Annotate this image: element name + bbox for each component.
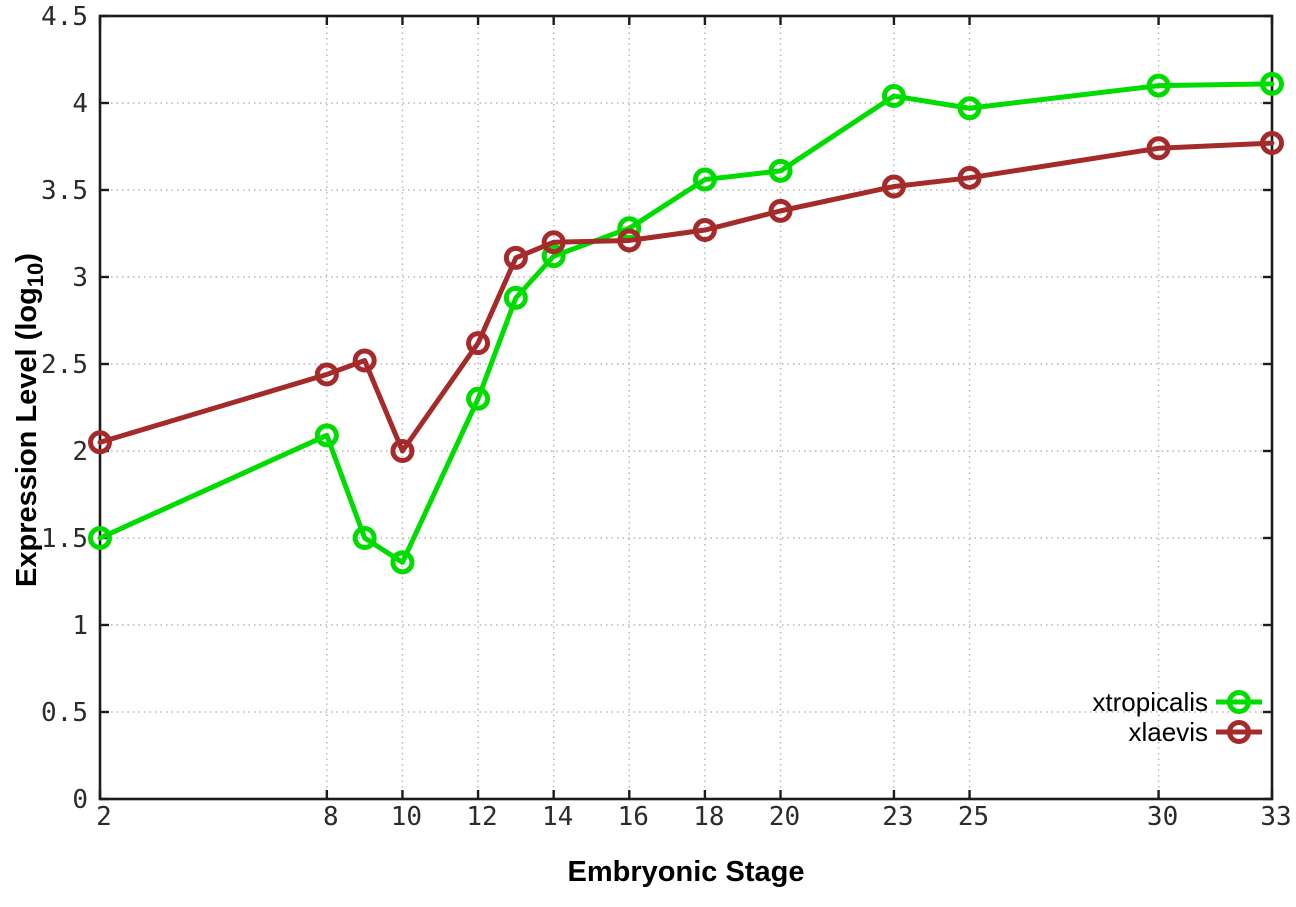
series-marker-xlaevis (957, 165, 982, 190)
series-marker-xlaevis (617, 228, 642, 253)
series-marker-xtropicalis (314, 423, 339, 448)
y-tick-label: 1 (72, 611, 88, 641)
series-marker-xtropicalis (1146, 73, 1171, 98)
series-marker-xlaevis (503, 245, 528, 270)
x-tick-label: 2 (96, 802, 112, 832)
y-tick-label: 4 (72, 89, 88, 119)
x-tick-label: 16 (618, 802, 649, 832)
x-tick-label: 18 (693, 802, 724, 832)
series-marker-xtropicalis (1260, 71, 1284, 96)
plot-border (98, 14, 1274, 801)
x-tick-label: 12 (466, 802, 497, 832)
data-series (88, 71, 1284, 575)
series-marker-xlaevis (88, 430, 112, 455)
series-marker-xtropicalis (352, 526, 377, 550)
series-marker-xtropicalis (617, 216, 642, 241)
series-marker-xlaevis (352, 348, 377, 373)
series-xlaevis (88, 131, 1284, 463)
y-tick-label: 2.5 (41, 350, 88, 380)
x-tick-label: 23 (882, 802, 913, 832)
axis-ticks (98, 14, 1274, 801)
y-tick-label: 3.5 (41, 176, 88, 206)
series-marker-xlaevis (390, 439, 415, 463)
series-marker-xlaevis (881, 174, 906, 199)
x-tick-label: 25 (958, 802, 989, 832)
series-marker-xlaevis (1146, 136, 1171, 161)
x-tick-label: 33 (1260, 802, 1291, 832)
series-marker-xtropicalis (88, 526, 112, 550)
series-marker-xtropicalis (503, 285, 528, 310)
y-tick-label: 2 (72, 437, 88, 467)
legend-sample-marker-xtropicalis (1227, 690, 1251, 714)
legend-label-xtropicalis: xtropicalis (1092, 687, 1208, 717)
y-tick-label: 3 (72, 263, 88, 293)
series-marker-xlaevis (541, 230, 566, 255)
series-marker-xtropicalis (390, 550, 415, 575)
legend-label-xlaevis: xlaevis (1129, 717, 1208, 747)
series-marker-xlaevis (692, 218, 717, 243)
series-marker-xlaevis (314, 362, 339, 387)
series-marker-xlaevis (768, 198, 793, 223)
series-marker-xtropicalis (692, 167, 717, 192)
x-axis-title: Embryonic Stage (568, 856, 805, 888)
x-tick-label: 20 (769, 802, 800, 832)
y-tick-label: 0.5 (41, 698, 88, 728)
tick-labels: 2 8 10 12 14 16 18 20 23 25 30 33 0 0.5 1 1.5 2 2.5 3 3.5 4 4… (41, 2, 1292, 832)
series-xtropicalis (88, 71, 1284, 575)
series-marker-xlaevis (466, 331, 491, 356)
x-tick-label: 8 (323, 802, 339, 832)
series-marker-xtropicalis (881, 84, 906, 109)
y-axis-title-subscript: 10 (23, 263, 48, 287)
series-marker-xtropicalis (466, 386, 491, 411)
y-axis-title-main: Expression Level (log (11, 287, 43, 587)
x-tick-label: 14 (542, 802, 573, 832)
y-tick-label: 0 (72, 785, 88, 815)
x-tick-label: 10 (391, 802, 422, 832)
y-tick-label: 4.5 (41, 2, 88, 32)
series-marker-xlaevis (1260, 131, 1284, 156)
y-tick-label: 1.5 (41, 524, 88, 554)
gridlines (100, 16, 1272, 799)
series-marker-xtropicalis (541, 244, 566, 269)
x-tick-label: 30 (1147, 802, 1178, 832)
plot-border-rect (98, 14, 1274, 801)
legend-entry-xtropicalis: xtropicalis (1092, 687, 1262, 717)
legend-entry-xlaevis: xlaevis (1129, 717, 1262, 747)
y-axis-title: Expression Level (log10) (11, 253, 48, 587)
series-marker-xtropicalis (957, 96, 982, 121)
series-line-xlaevis (97, 140, 1275, 454)
y-axis-title-end: ) (11, 253, 43, 263)
legend-sample-marker-xlaevis (1227, 720, 1251, 744)
series-marker-xtropicalis (768, 158, 793, 183)
